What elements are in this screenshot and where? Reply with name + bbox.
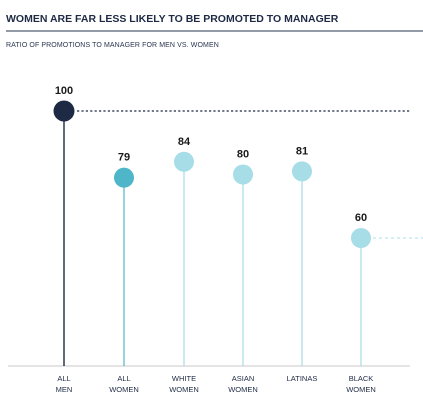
lollipop-dot [174,151,194,172]
x-tick-label-line: WOMEN [228,385,258,394]
value-label: 80 [237,149,249,161]
x-tick-label-line: BLACK [349,374,374,383]
x-tick-label-line: WOMEN [109,385,139,394]
value-label: 81 [296,145,308,157]
chart-subtitle: RATIO OF PROMOTIONS TO MANAGER FOR MEN V… [6,42,219,49]
x-tick-label: WHITE WOMEN [169,374,199,394]
lollipop-dot [292,161,312,182]
x-tick-label-line: ALL [117,374,130,383]
lollipop-dot [114,167,134,188]
x-tick-label: ASIAN WOMEN [228,374,258,394]
x-tick-label: LATINAS [287,374,318,383]
x-tick-label-line: ALL [57,374,70,383]
x-tick-label-line: MEN [56,385,73,394]
value-label: 84 [178,136,191,148]
plot-area: 100 ALL MEN 79 ALL WOMEN 84 WHITE WOMEN 80 ASIAN WO… [8,85,423,394]
lollipop-dot [233,164,253,185]
x-tick-label-line: WOMEN [346,385,376,394]
value-label: 100 [55,85,73,97]
x-tick-label-line: WHITE [172,374,196,383]
lollipop-dot [351,228,371,248]
x-tick-label: ALL MEN [56,374,73,394]
x-tick-label-line: ASIAN [232,374,255,383]
value-label: 79 [118,152,130,164]
chart-title: WOMEN ARE FAR LESS LIKELY TO BE PROMOTED… [6,13,339,25]
x-tick-label-line: LATINAS [287,374,318,383]
x-tick-label-line: WOMEN [169,385,199,394]
x-tick-label: BLACK WOMEN [346,374,376,394]
x-tick-label: ALL WOMEN [109,374,139,394]
value-label: 60 [355,212,367,224]
lollipop-dot [53,100,75,122]
